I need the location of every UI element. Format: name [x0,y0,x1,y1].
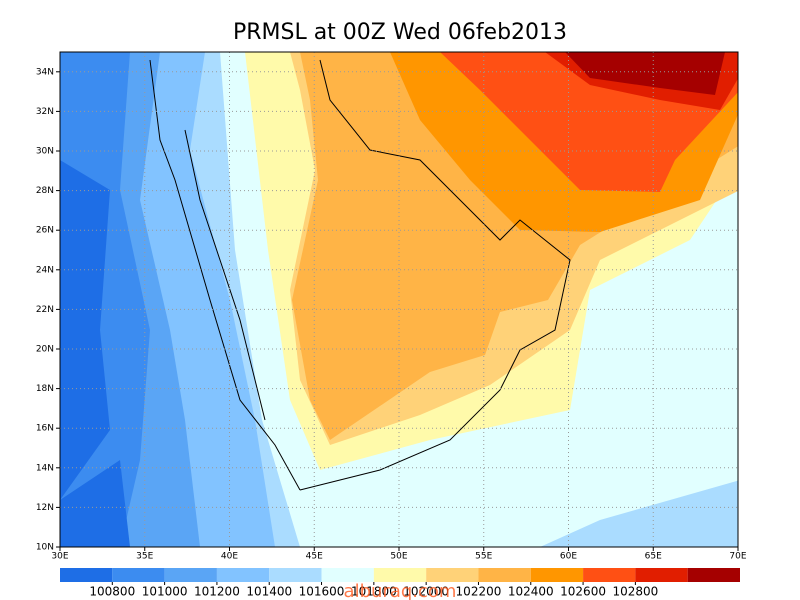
y-tick-label: 34N [36,67,54,77]
colorbar-label: 101600 [299,585,345,599]
colorbar-box [321,568,374,582]
x-tick-label: 60E [560,552,577,562]
y-tick-label: 26N [36,226,54,236]
x-tick-label: 70E [729,552,746,562]
colorbar-label: 102200 [456,585,502,599]
x-tick-label: 45E [306,552,323,562]
x-tick-label: 30E [51,552,68,562]
colorbar-label: 102800 [612,585,658,599]
x-tick-label: 65E [645,552,662,562]
y-tick-label: 30N [36,147,54,157]
y-tick-label: 12N [36,503,54,513]
y-tick-label: 14N [36,463,54,473]
colorbar-box [216,568,270,582]
x-tick-label: 35E [136,552,153,562]
colorbar-box [530,568,584,582]
colorbar-label: 101200 [194,585,240,599]
watermark: alburaq.com [344,581,457,600]
colorbar-label: 100800 [89,585,135,599]
colorbar-box [164,568,217,582]
colorbar-label: 102600 [560,585,606,599]
colorbar-box [687,568,740,582]
y-tick-label: 24N [36,265,54,275]
y-tick-label: 28N [36,186,54,196]
y-tick-label: 32N [36,107,54,117]
colorbar-label: 102400 [508,585,554,599]
colorbar-label: 101000 [142,585,188,599]
y-tick-label: 22N [36,305,54,315]
colorbar-label: 101800 [351,585,397,599]
colorbar-box [60,568,113,582]
y-tick-label: 16N [36,424,54,434]
pressure-field [60,52,738,547]
x-tick-label: 55E [475,552,492,562]
pressure-region [565,52,725,95]
y-tick-label: 18N [36,384,54,394]
colorbar-label: 101400 [246,585,292,599]
coastline [149,59,571,491]
x-tick-label: 40E [221,552,238,562]
colorbar-box [583,568,636,582]
x-tick-label: 50E [390,552,407,562]
colorbar-box [478,568,531,582]
y-tick-label: 20N [36,345,54,355]
colorbar-box [426,568,479,582]
pressure-region [60,460,130,547]
colorbar-box [112,568,165,582]
colorbar-box [269,568,322,582]
colorbar-box [635,568,688,582]
colorbar-box [373,568,427,582]
map-title: PRMSL at 00Z Wed 06feb2013 [233,20,567,45]
colorbar-label: 102000 [403,585,449,599]
pressure-region [60,160,110,500]
y-tick-label: 10N [36,543,54,553]
